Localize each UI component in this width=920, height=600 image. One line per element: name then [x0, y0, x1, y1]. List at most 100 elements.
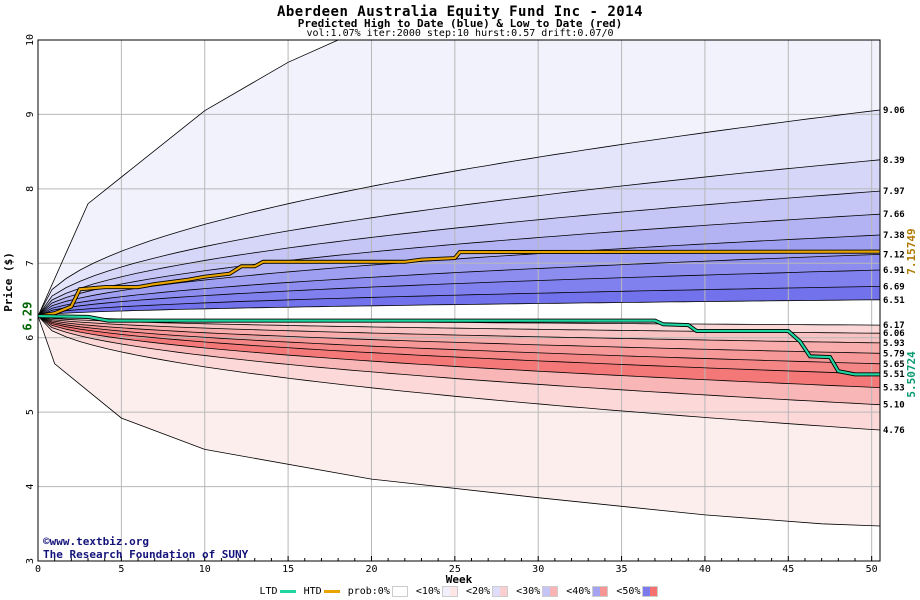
quantile-curve — [38, 315, 880, 406]
quantile-end-label: 7.38 — [883, 231, 905, 241]
quantile-end-label: 5.33 — [883, 384, 905, 394]
legend-swatch-50 — [642, 586, 659, 597]
legend-lt50-label: <50% — [616, 586, 641, 597]
credit-block: ©www.textbiz.org The Research Foundation… — [43, 535, 248, 561]
x-tick-label: 30 — [532, 564, 544, 575]
quantile-curve — [38, 213, 880, 317]
band-high-2 — [38, 159, 880, 317]
quantile-end-label: 6.17 — [883, 321, 905, 331]
y-tick-label: 10 — [25, 34, 36, 46]
quantile-end-label: 7.66 — [883, 210, 905, 220]
x-tick-label: 0 — [35, 564, 41, 575]
quantile-end-label: 5.93 — [883, 339, 905, 349]
outer-high-curve — [38, 40, 339, 317]
ltd-end-label: 5.50724 — [905, 351, 918, 398]
band-low-7 — [38, 316, 880, 405]
quantile-curve — [38, 315, 880, 431]
start-price-label: 6.29 — [21, 302, 35, 331]
legend-prob0-label: prob:0% — [347, 586, 390, 597]
credit-website[interactable]: ©www.textbiz.org — [43, 535, 149, 548]
quantile-end-label: 6.06 — [883, 329, 905, 339]
quantile-curve — [38, 269, 880, 317]
quantile-end-label: 6.51 — [883, 296, 905, 306]
axes — [37, 39, 881, 562]
band-low-2 — [38, 316, 880, 343]
quantile-curve — [38, 315, 880, 344]
legend-swatch-40 — [592, 586, 609, 597]
legend-swatch-0 — [391, 586, 408, 597]
htd-end-label: 7.15749 — [905, 228, 918, 274]
legend-htd-swatch — [323, 590, 340, 593]
quantile-end-label: 6.91 — [883, 266, 905, 276]
band-high-5 — [38, 235, 880, 317]
x-tick-label: 20 — [365, 564, 377, 575]
quantile-end-label: 6.69 — [883, 282, 905, 292]
quantile-curve — [38, 159, 880, 317]
band-low-4 — [38, 316, 880, 364]
quantile-curve — [38, 190, 880, 317]
x-tick-label: 15 — [282, 564, 294, 575]
probability-bands — [38, 40, 880, 526]
legend-ltd-label: LTD — [259, 586, 278, 597]
quantile-curve — [38, 299, 880, 317]
band-low-outer — [38, 316, 880, 526]
y-tick-label: 7 — [25, 260, 36, 266]
plot-frame — [37, 39, 881, 562]
x-tick-label: 35 — [616, 564, 628, 575]
x-tick-label: 10 — [199, 564, 211, 575]
credit-organization: The Research Foundation of SUNY — [43, 548, 249, 561]
band-high-6 — [38, 254, 880, 317]
quantile-end-label: 7.12 — [883, 250, 905, 260]
simulation-parameters: vol:1.07% iter:2000 step:10 hurst:0.57 d… — [306, 28, 614, 39]
chart-title: Aberdeen Australia Equity Fund Inc - 201… — [276, 4, 644, 20]
legend-swatch-20 — [492, 586, 509, 597]
quantile-end-label: 5.51 — [883, 370, 905, 380]
ltd-line — [37, 315, 880, 376]
quantile-curve — [38, 315, 880, 365]
quantile-end-label: 8.39 — [883, 156, 905, 166]
quantile-end-label: 7.97 — [883, 187, 905, 197]
x-tick-label: 45 — [782, 564, 794, 575]
band-high-1 — [38, 110, 880, 317]
quantile-curve — [38, 109, 880, 317]
quantile-end-label: 4.76 — [883, 426, 905, 436]
band-low-1 — [38, 316, 880, 334]
legend-swatch-30 — [542, 586, 559, 597]
series-lines — [37, 249, 881, 377]
quantile-curve — [38, 315, 880, 388]
outer-low-curve — [38, 315, 880, 527]
band-low-5 — [38, 316, 880, 375]
y-tick-label: 9 — [25, 111, 36, 117]
band-low-8 — [38, 316, 880, 430]
legend-lt10-label: <10% — [415, 586, 440, 597]
legend-swatch-10 — [441, 586, 458, 597]
quantile-curve — [38, 315, 880, 354]
chart-subtitle: Predicted High to Date (blue) & Low to D… — [297, 17, 623, 30]
htd-line — [37, 250, 881, 318]
legend-ltd-swatch — [279, 590, 296, 593]
band-low-6 — [38, 316, 880, 388]
legend-lt20-label: <20% — [466, 586, 491, 597]
band-high-3 — [38, 191, 880, 317]
band-low-3 — [38, 316, 880, 354]
band-high-4 — [38, 214, 880, 317]
legend-htd-label: HTD — [303, 586, 322, 597]
grid-lines — [37, 39, 880, 562]
quantile-end-label: 5.65 — [883, 360, 905, 370]
quantile-end-label: 5.10 — [883, 401, 905, 411]
legend-lt40-label: <40% — [566, 586, 591, 597]
x-tick-label: 25 — [449, 564, 461, 575]
x-tick-label: 5 — [118, 564, 124, 575]
y-tick-label: 4 — [25, 484, 36, 490]
y-tick-label: 3 — [25, 558, 36, 564]
band-high-8 — [38, 286, 880, 317]
band-high-7 — [38, 270, 880, 317]
quantile-end-label: 9.06 — [883, 106, 905, 116]
quantile-curve — [38, 315, 880, 375]
x-tick-label: 50 — [866, 564, 878, 575]
quantile-curve — [38, 254, 880, 317]
y-tick-label: 6 — [25, 335, 36, 341]
y-tick-label: 8 — [25, 186, 36, 192]
